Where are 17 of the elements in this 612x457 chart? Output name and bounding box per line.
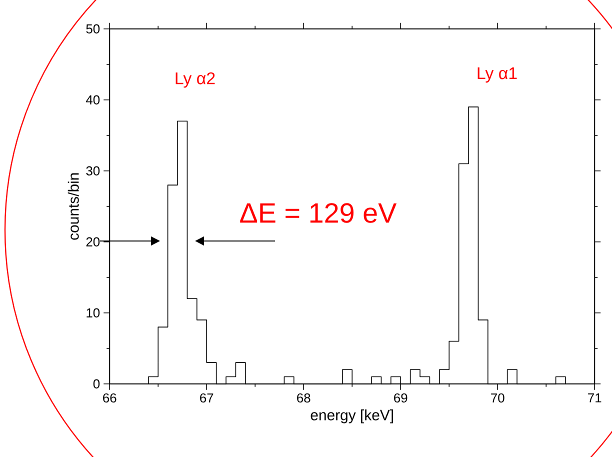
y-axis-title: counts/bin xyxy=(68,173,79,240)
y-tick-label: 40 xyxy=(86,95,100,104)
x-tick-label: 68 xyxy=(297,393,310,403)
y-tick-label: 0 xyxy=(93,379,100,388)
y-tick-label: 30 xyxy=(86,166,100,176)
annotation: Ly α1 xyxy=(478,67,517,83)
y-tick-label: 50 xyxy=(86,24,100,34)
annotation: ΔE = 129 eV xyxy=(240,203,397,223)
x-axis-title: energy [keV] xyxy=(310,409,393,424)
x-tick-label: 66 xyxy=(103,393,116,403)
x-tick-label: 69 xyxy=(394,393,408,403)
x-tick-label: 67 xyxy=(200,393,214,403)
x-tick-label: 70 xyxy=(491,393,504,403)
y-tick-label: 10 xyxy=(86,308,100,318)
x-tick-label: 71 xyxy=(588,393,602,402)
y-tick-label: 20 xyxy=(86,237,100,246)
annotation: Ly α2 xyxy=(176,72,215,88)
